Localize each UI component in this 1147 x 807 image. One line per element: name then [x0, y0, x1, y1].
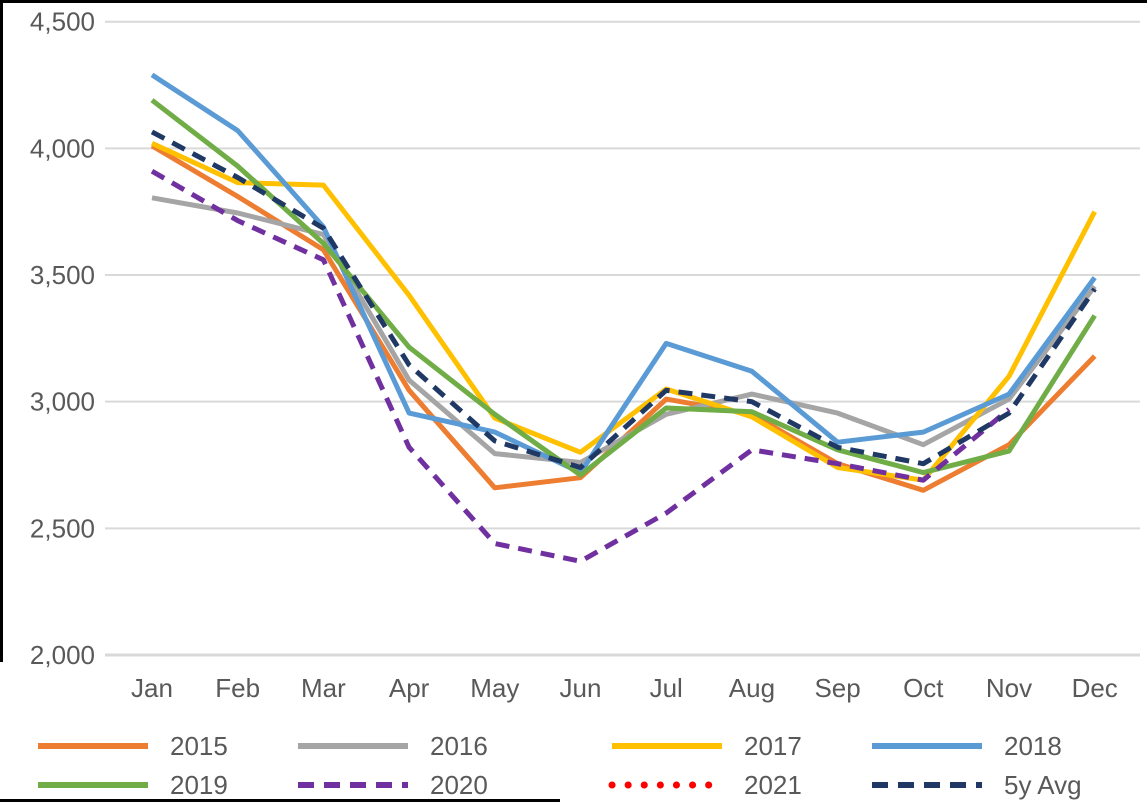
border-top — [0, 0, 1147, 3]
series-line-2017 — [150, 141, 1097, 483]
border-bottom — [0, 799, 560, 802]
legend-item-2016: 2016 — [298, 731, 488, 761]
legend-item-2017: 2017 — [612, 731, 802, 761]
legend-item-2018: 2018 — [872, 731, 1062, 761]
series-line-2018 — [150, 72, 1097, 476]
legend-item-2015: 2015 — [38, 731, 228, 761]
border-left — [0, 0, 3, 662]
series-lines — [150, 72, 1097, 564]
legend-label: 2021 — [744, 770, 802, 800]
x-axis-tick-label: Jun — [560, 673, 602, 703]
x-axis-tick-label: May — [470, 673, 519, 703]
x-axis-tick-label: Jul — [650, 673, 683, 703]
x-axis-tick-label: Aug — [729, 673, 775, 703]
legend-label: 5y Avg — [1004, 770, 1082, 800]
y-axis-tick-label: 3,500 — [30, 260, 95, 290]
legend-label: 2017 — [744, 731, 802, 761]
y-axis-tick-label: 4,500 — [30, 7, 95, 37]
legend-label: 2018 — [1004, 731, 1062, 761]
y-axis-tick-label: 2,500 — [30, 513, 95, 543]
y-axis-labels: 4,500 4,000 3,500 3,000 2,500 2,000 — [30, 7, 95, 670]
legend-label: 2019 — [170, 770, 228, 800]
x-axis-tick-label: Feb — [215, 673, 260, 703]
legend-item-2020: 2020 — [298, 770, 488, 800]
x-axis-labels: Jan Feb Mar Apr May Jun Jul Aug Sep Oct Nov Dec — [131, 673, 1118, 703]
x-axis-tick-label: Oct — [903, 673, 944, 703]
legend-item-2021: 2021 — [608, 770, 802, 800]
x-axis-tick-label: Mar — [301, 673, 346, 703]
x-axis-tick-label: Sep — [814, 673, 860, 703]
y-axis-tick-label: 2,000 — [30, 640, 95, 670]
x-axis-tick-label: Nov — [986, 673, 1032, 703]
y-axis-tick-label: 3,000 — [30, 387, 95, 417]
legend-label: 2020 — [430, 770, 488, 800]
x-axis-tick-label: Apr — [389, 673, 430, 703]
legend-label: 2015 — [170, 731, 228, 761]
series-line-2020 — [150, 169, 1011, 564]
x-axis-tick-label: Dec — [1072, 673, 1118, 703]
x-axis-tick-label: Jan — [131, 673, 173, 703]
legend-item-5y-avg: 5y Avg — [872, 770, 1082, 800]
y-axis-tick-label: 4,000 — [30, 133, 95, 163]
gridlines — [105, 20, 1140, 657]
chart-legend: 2015 2016 2017 2018 2019 2020 2021 5y Avg — [38, 731, 1082, 800]
legend-item-2019: 2019 — [38, 770, 228, 800]
legend-label: 2016 — [430, 731, 488, 761]
